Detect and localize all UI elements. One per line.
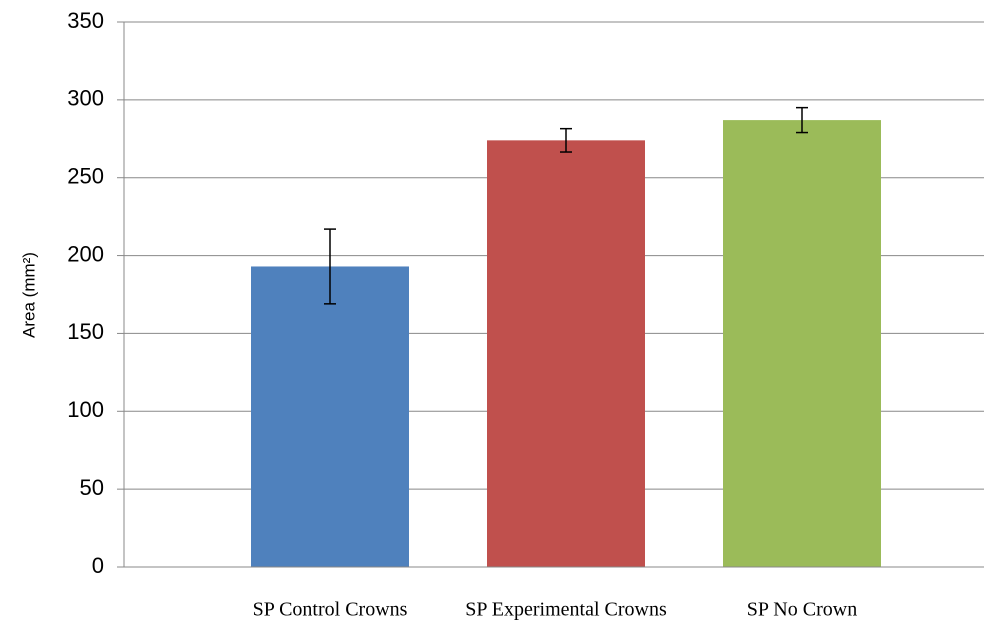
x-tick-label: SP No Crown <box>747 599 857 621</box>
bar <box>723 120 881 567</box>
y-axis-label: Area (mm²) <box>19 252 38 338</box>
y-tick-label: 250 <box>67 164 104 189</box>
y-tick-label: 350 <box>67 8 104 33</box>
y-tick-label: 300 <box>67 86 104 111</box>
error-bar <box>324 228 336 305</box>
x-tick-label: SP Control Crowns <box>253 599 408 621</box>
y-tick-label: 50 <box>80 475 104 500</box>
y-tick-label: 100 <box>67 397 104 422</box>
y-tick-label: 200 <box>67 241 104 266</box>
bar <box>251 266 409 567</box>
error-bar <box>560 127 572 153</box>
x-tick-label: SP Experimental Crowns <box>465 599 667 621</box>
y-tick-label: 0 <box>92 553 104 578</box>
y-tick-label: 150 <box>67 319 104 344</box>
bar <box>487 140 645 568</box>
error-bar <box>796 106 808 134</box>
